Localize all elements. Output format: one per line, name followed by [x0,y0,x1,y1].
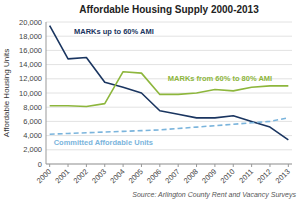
x-tick-label: 2006 [145,167,163,185]
x-tick-label: 2008 [182,167,200,185]
grid-line [46,149,292,150]
series-line [50,72,289,107]
x-tick-label: 2002 [72,167,90,185]
x-tick-label: 2003 [90,167,108,185]
series-label: MARKs from 60% to 80% AMI [168,74,272,83]
y-tick-label: 10,000 [19,89,42,98]
y-axis-label: Affordable Housing Units [2,49,11,137]
y-tick-label: 16,000 [19,46,42,55]
y-tick-label: 2,000 [23,145,42,154]
x-tick [141,164,142,167]
grid-line [46,64,292,65]
y-axis-line [46,22,47,164]
x-tick-label: 2004 [108,167,126,185]
grid-line [46,22,292,23]
source-note: Source: Arlington County Rent and Vacanc… [132,191,296,199]
x-tick [159,164,160,167]
grid-line [46,164,292,165]
y-tick-label: 6,000 [23,117,42,126]
y-tick-label: 0 [38,160,42,169]
x-tick-label: 2007 [163,167,181,185]
series-line [50,118,289,134]
x-tick [269,164,270,167]
y-tick-label: 20,000 [19,18,42,27]
x-tick [68,164,69,167]
x-tick-label: 2009 [200,167,218,185]
y-tick-label: 18,000 [19,32,42,41]
x-tick-label: 2000 [35,167,53,185]
x-tick-label: 2012 [255,167,273,185]
x-axis-line [46,164,292,165]
x-tick [178,164,179,167]
x-tick [251,164,252,167]
x-tick [288,164,289,167]
x-tick-label: 2001 [53,167,71,185]
title: Affordable Housing Supply 2000-2013 [79,4,259,15]
grid-line [46,50,292,51]
x-tick [233,164,234,167]
grid-line [46,93,292,94]
y-tick-label: 12,000 [19,74,42,83]
series-label: MARKs up to 60% AMI [74,27,154,36]
x-tick [86,164,87,167]
x-tick-label: 2010 [219,167,237,185]
x-tick [123,164,124,167]
x-tick [49,164,50,167]
x-tick-label: 2011 [237,167,255,185]
series-line [50,26,289,140]
x-tick-label: 2013 [274,167,292,185]
y-tick-label: 14,000 [19,60,42,69]
y-tick-label: 4,000 [23,131,42,140]
y-tick-label: 8,000 [23,103,42,112]
chart: 0 2,000 4,000 6,000 8,000 10,000 12,000 14,000 1… [0,0,300,200]
plot-area [50,26,289,140]
x-tick [196,164,197,167]
x-tick [214,164,215,167]
x-tick [104,164,105,167]
grid-line [46,135,292,136]
x-tick-label: 2005 [127,167,145,185]
series-label: Committed Affordable Units [54,138,153,147]
